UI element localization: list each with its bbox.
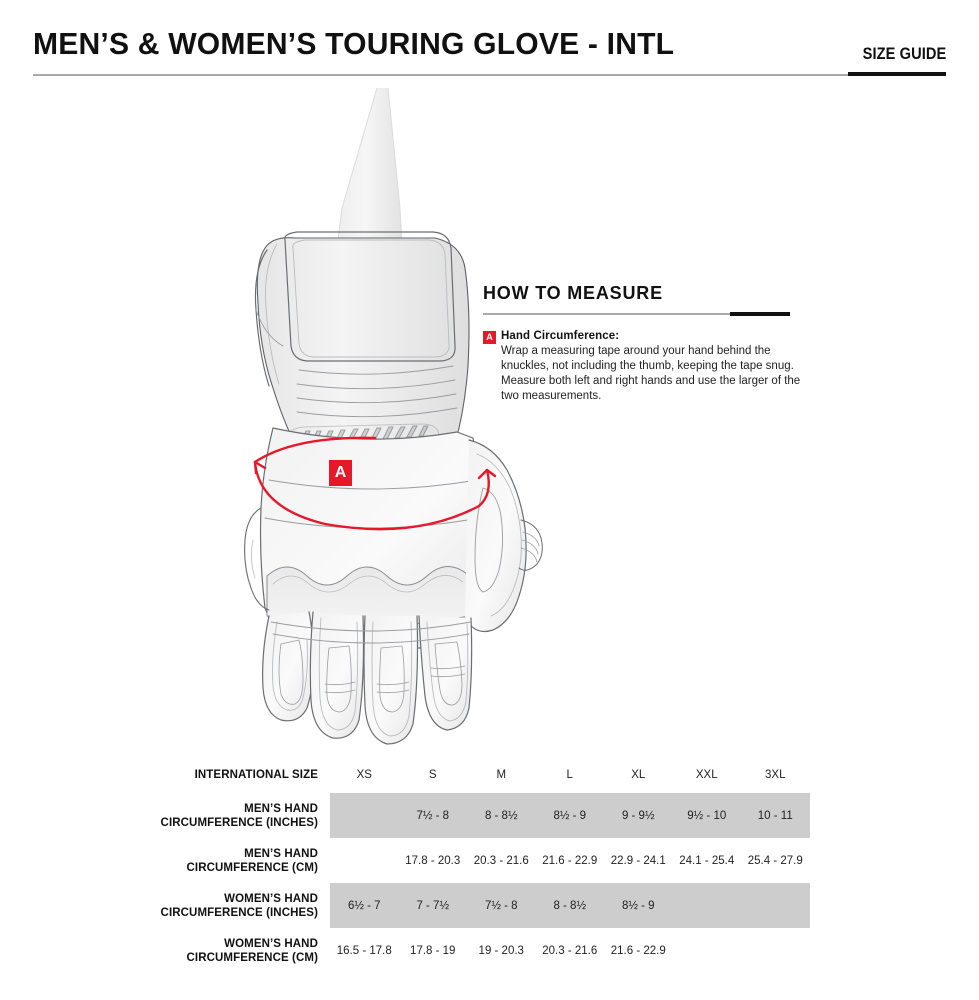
header-divider-accent <box>848 72 946 76</box>
table-cell: 7½ - 8 <box>484 899 518 912</box>
divider-thin <box>483 313 790 315</box>
size-header-cell: L <box>566 769 573 781</box>
how-to-measure-divider <box>483 312 790 316</box>
row-cells: 17.8 - 20.3 20.3 - 21.6 21.6 - 22.9 22.9… <box>330 838 810 883</box>
table-cell: 22.9 - 24.1 <box>610 854 666 867</box>
measure-marker-a: A <box>329 460 352 486</box>
table-row: MEN’S HAND CIRCUMFERENCE (INCHES) 7½ - 8… <box>0 793 979 838</box>
row-shading <box>330 883 810 928</box>
measure-instruction-marker: A <box>483 331 496 344</box>
size-guide-badge: SIZE GUIDE <box>862 44 946 63</box>
table-cell: 21.6 - 22.9 <box>610 944 666 957</box>
table-cell: 21.6 - 22.9 <box>542 854 598 867</box>
table-row: MEN’S HAND CIRCUMFERENCE (CM) 17.8 - 20.… <box>0 838 979 883</box>
row-cells: 16.5 - 17.8 17.8 - 19 19 - 20.3 20.3 - 2… <box>330 928 810 973</box>
row-label-womens-cm: WOMEN’S HAND CIRCUMFERENCE (CM) <box>186 937 318 964</box>
row-label-mens-cm: MEN’S HAND CIRCUMFERENCE (CM) <box>186 847 318 874</box>
table-cell: 25.4 - 27.9 <box>747 854 803 867</box>
table-cell: 8 - 8½ <box>553 899 587 912</box>
table-cell: 17.8 - 20.3 <box>405 854 461 867</box>
measure-instruction-item: A Hand Circumference: Wrap a measuring t… <box>483 330 803 404</box>
measure-instruction-body: Wrap a measuring tape around your hand b… <box>501 345 801 402</box>
row-shading <box>330 793 810 838</box>
table-cell: 17.8 - 19 <box>410 944 456 957</box>
row-label-international-size: INTERNATIONAL SIZE <box>194 769 318 781</box>
table-cell: 9 - 9½ <box>621 809 655 822</box>
table-cell: 8 - 8½ <box>484 809 518 822</box>
how-to-measure-title: HOW TO MEASURE <box>483 283 663 303</box>
size-chart-table: INTERNATIONAL SIZE XS S M L XL XXL 3XL M… <box>0 757 979 973</box>
size-header-cell: S <box>428 769 437 781</box>
size-header-cell: XL <box>631 769 646 781</box>
header-cells: XS S M L XL XXL 3XL <box>330 757 810 793</box>
size-header-cell: XXL <box>695 769 718 781</box>
table-cell: 24.1 - 25.4 <box>679 854 735 867</box>
row-label-mens-inches: MEN’S HAND CIRCUMFERENCE (INCHES) <box>160 802 318 829</box>
table-cell: 20.3 - 21.6 <box>542 944 598 957</box>
size-header-cell: XS <box>356 769 372 781</box>
table-cell: 7½ - 8 <box>416 809 450 822</box>
table-cell: 8½ - 9 <box>553 809 587 822</box>
table-cell: 10 - 11 <box>757 809 793 822</box>
row-cells: 6½ - 7 7 - 7½ 7½ - 8 8 - 8½ 8½ - 9 <box>330 883 810 928</box>
glove-illustration <box>225 88 555 748</box>
row-cells: 7½ - 8 8 - 8½ 8½ - 9 9 - 9½ 9½ - 10 10 -… <box>330 793 810 838</box>
table-cell: 6½ - 7 <box>347 899 381 912</box>
size-header-cell: 3XL <box>765 769 786 781</box>
table-header-row: INTERNATIONAL SIZE XS S M L XL XXL 3XL <box>0 757 979 793</box>
table-cell: 7 - 7½ <box>416 899 450 912</box>
table-cell: 16.5 - 17.8 <box>336 944 392 957</box>
table-row: WOMEN’S HAND CIRCUMFERENCE (INCHES) 6½ -… <box>0 883 979 928</box>
how-to-measure-section: HOW TO MEASURE A Hand Circumference: Wra… <box>483 283 803 404</box>
row-label-womens-inches: WOMEN’S HAND CIRCUMFERENCE (INCHES) <box>160 892 318 919</box>
measure-instruction-title: Hand Circumference: <box>501 330 620 342</box>
page-header: MEN’S & WOMEN’S TOURING GLOVE - INTL SIZ… <box>0 0 979 88</box>
size-header-cell: M <box>496 769 507 781</box>
table-row: WOMEN’S HAND CIRCUMFERENCE (CM) 16.5 - 1… <box>0 928 979 973</box>
page-title: MEN’S & WOMEN’S TOURING GLOVE - INTL <box>33 26 675 61</box>
table-cell: 9½ - 10 <box>687 809 727 822</box>
divider-accent <box>730 312 790 316</box>
table-cell: 20.3 - 21.6 <box>473 854 529 867</box>
header-divider-thin <box>33 74 946 76</box>
table-cell: 19 - 20.3 <box>478 944 524 957</box>
table-cell: 8½ - 9 <box>621 899 655 912</box>
